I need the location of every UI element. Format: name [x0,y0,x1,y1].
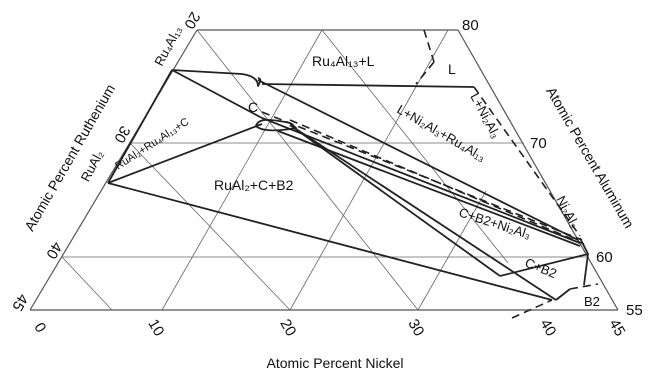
frame-right [457,29,619,311]
tick-ru-20: 20 [180,9,203,32]
region-label-rual2-c-b2: RuAl₂+C+B2 [214,177,294,193]
grid-ni-10 [161,29,323,311]
tie-line-c-b2-c [289,124,557,301]
grid-ni-30 [417,190,487,311]
tick-al-55: 55 [626,302,643,319]
phase-label-b2: B2 [584,294,600,309]
tick-ni-30: 30 [404,316,427,339]
dashed-tie-2 [289,119,585,245]
tick-al-80: 80 [462,17,479,34]
tick-ni-0: 0 [30,320,49,336]
phase-boundaries [107,69,589,301]
tick-ru-40: 40 [42,239,65,262]
tick-al-70: 70 [530,135,547,152]
tie-line-ru4al13-ni2al3 [257,79,579,241]
tie-line-c-b2-a [289,124,501,277]
tick-ni-20: 20 [276,316,299,339]
axis-title-nickel: Atomic Percent Nickel [267,355,404,371]
dashed-l-top [423,29,435,63]
nickel-ticks: 0 10 20 30 40 45 [30,316,628,339]
aluminum-ticks: 80 70 60 55 [462,17,643,319]
phase-label-rual2: RuAl₂ [78,148,107,184]
dashed-b2-top [569,283,599,290]
tie-line-rual2-b2 [107,182,553,301]
axis-title-aluminum: Atomic Percent Aluminum [543,84,637,231]
region-label-c: C [248,99,258,115]
grid-ru-10 [321,29,509,264]
ru4al13-bulge [241,73,262,87]
tie-line-c-ni2al3-a [261,117,581,244]
grid-ni-20 [289,29,449,311]
ruthenium-ticks: 20 30 40 45 [8,9,203,314]
region-label-ru4al13-l: Ru₄Al₁₃+L [312,53,375,69]
tick-ru-30: 30 [110,123,133,146]
c-phase-field [255,119,297,132]
liquidus-edge [261,83,475,88]
tick-al-60: 60 [596,249,613,266]
grid-ru-30 [129,142,291,311]
region-label-c-b2: C+B2 [523,255,559,281]
tie-line-rual2-c [107,123,263,184]
dashed-b2-bottom [511,299,553,319]
phase-label-ni2al3: Ni₂Al₃ [553,193,582,230]
grid-ru-20 [196,29,419,311]
grid-ru-40 [61,256,113,311]
tie-line-ru4al13-liquid [171,69,243,75]
tie-line-c-b2-d [555,288,571,301]
tick-ni-40: 40 [536,316,559,339]
tie-line-rual2-ru4al13 [107,69,173,184]
dashed-l-mid [415,61,435,85]
dashed-l-right [473,86,581,237]
tick-ni-45: 45 [605,316,628,339]
tick-ru-45: 45 [8,291,31,314]
phase-label-ru4al13: Ru₄Al₁₃ [151,23,185,68]
region-labels: Ru₄Al₁₃+L L L+Ni₂Al₃ C L+Ni₂Al₃+Ru₄Al₁₃ … [113,53,559,281]
region-label-l: L [448,61,456,77]
tick-ni-10: 10 [144,316,167,339]
tie-line-ru4al13-c [171,69,263,119]
region-label-l-ni2al3: L+Ni₂Al₃ [467,90,503,140]
dashed-boundaries [261,29,599,319]
